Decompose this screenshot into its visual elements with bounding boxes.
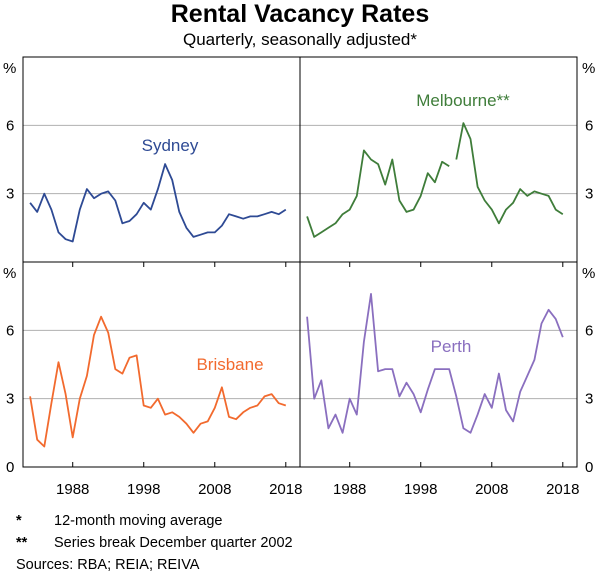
x-tick-label-1988-col0: 1988 [56,481,89,498]
y-tick-right-6-row1: 6 [585,322,593,339]
series-line-perth [306,292,564,434]
y-tick-left-3-row1: 3 [6,391,14,408]
panel-label-brisbane: Brisbane [196,355,263,374]
chart-title: Rental Vacancy Rates [170,0,430,28]
series-line-sydney [29,163,287,243]
footnote-2-text: Series break December quarter 2002 [54,535,293,551]
y-tick-right-0-row1: 0 [585,459,593,476]
x-tick-label-2018-col1: 2018 [546,481,579,498]
series-line-melbourne-1 [455,122,564,225]
footnote-2-mark: ** [16,535,28,551]
series-line-brisbane [29,315,287,448]
y-unit-right-row0: % [582,60,595,77]
x-tick-label-1998-col1: 1998 [404,481,437,498]
footnote-1-text: 12-month moving average [54,513,223,529]
footnote-1-mark: * [16,513,22,529]
y-tick-left-6-row1: 6 [6,322,14,339]
y-tick-right-3-row1: 3 [585,391,593,408]
footnote-1: * 12-month moving average [16,510,293,532]
series-line-melbourne [306,149,450,238]
y-tick-left-0-row1: 0 [6,459,14,476]
y-unit-left-row1: % [3,265,16,282]
sources-note: Sources: RBA; REIA; REIVA [16,557,200,573]
x-tick-label-1998-col0: 1998 [127,481,160,498]
y-tick-right-3-row0: 3 [585,186,593,203]
x-tick-label-2008-col1: 2008 [475,481,508,498]
panel-label-melbourne: Melbourne** [416,91,510,110]
y-tick-right-6-row0: 6 [585,117,593,134]
panel-label-sydney: Sydney [142,136,199,155]
x-tick-label-2018-col0: 2018 [269,481,302,498]
footnote-2: ** Series break December quarter 2002 [16,532,293,554]
x-tick-label-2008-col0: 2008 [198,481,231,498]
footnotes: * 12-month moving average ** Series brea… [16,510,293,576]
y-tick-left-6-row0: 6 [6,117,14,134]
y-tick-left-3-row0: 3 [6,186,14,203]
panel-label-perth: Perth [431,337,472,356]
chart-subtitle: Quarterly, seasonally adjusted* [182,30,418,49]
x-tick-label-1988-col1: 1988 [333,481,366,498]
y-unit-left-row0: % [3,60,16,77]
y-unit-right-row1: % [582,265,595,282]
